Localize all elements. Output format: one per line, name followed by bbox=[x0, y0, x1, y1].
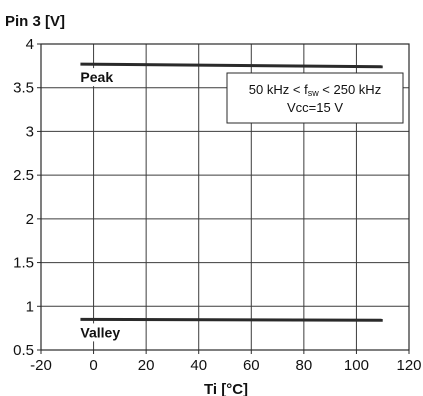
x-tick-label: -20 bbox=[30, 357, 52, 374]
y-tick-label: 0.5 bbox=[13, 342, 34, 359]
x-tick-label: 100 bbox=[344, 357, 369, 374]
y-axis-title: Pin 3 [V] bbox=[5, 13, 65, 30]
y-tick-label: 3.5 bbox=[13, 80, 34, 97]
y-tick-label: 2 bbox=[26, 211, 34, 228]
x-tick-label: 80 bbox=[296, 357, 313, 374]
series-label-bg bbox=[78, 323, 123, 342]
x-tick-label: 60 bbox=[243, 357, 260, 374]
x-tick-label: 20 bbox=[138, 357, 155, 374]
y-axis: 0.5 1 1.5 2 2.5 3 3.5 4 bbox=[13, 36, 41, 359]
series-label-bg bbox=[78, 68, 116, 87]
annotation-line-1: 50 kHz < fsw < 250 kHz bbox=[249, 82, 381, 98]
series-label-peak: Peak bbox=[80, 69, 113, 85]
y-tick-label: 1.5 bbox=[13, 255, 34, 272]
annotation-box: 50 kHz < fsw < 250 kHz Vcc=15 V bbox=[226, 72, 404, 124]
annotation-line-2: Vcc=15 V bbox=[287, 100, 343, 115]
x-axis: -20 0 20 40 60 80 100 120 bbox=[30, 350, 422, 374]
x-tick-label: 40 bbox=[190, 357, 207, 374]
y-tick-label: 2.5 bbox=[13, 167, 34, 184]
y-tick-label: 3 bbox=[26, 123, 34, 140]
plot-frame bbox=[40, 43, 410, 351]
y-tick-label: 4 bbox=[26, 36, 34, 53]
series-labels: Peak Valley bbox=[78, 68, 123, 342]
y-tick-label: 1 bbox=[26, 298, 34, 315]
series-label-valley: Valley bbox=[80, 324, 120, 340]
x-tick-label: 120 bbox=[396, 357, 421, 374]
x-tick-label: 0 bbox=[89, 357, 97, 374]
annotation-frame bbox=[226, 72, 404, 124]
series-line-peak bbox=[80, 62, 383, 69]
x-axis-title: Ti [°C] bbox=[204, 381, 248, 396]
series-line-valley bbox=[80, 317, 383, 322]
series-lines bbox=[80, 62, 383, 322]
